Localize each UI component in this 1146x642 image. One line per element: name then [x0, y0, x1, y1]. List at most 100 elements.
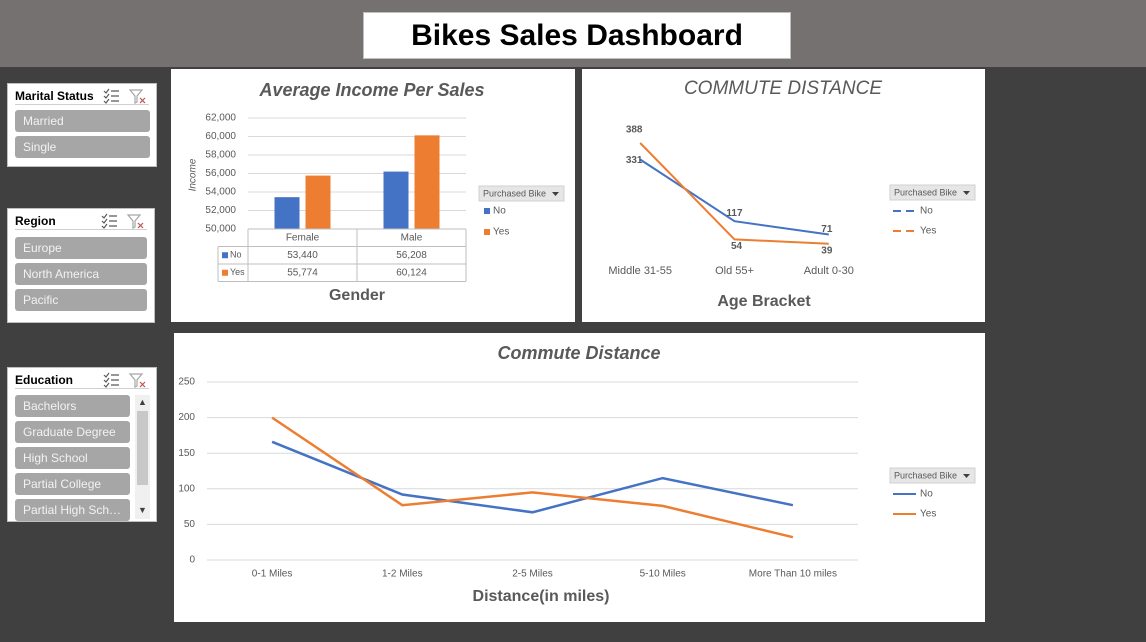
- x-tick-label: Female: [286, 232, 320, 243]
- data-label: 331: [626, 155, 643, 166]
- clear-filter-icon[interactable]: [126, 214, 144, 229]
- chart-panel: COMMUTE DISTANCE Age Bracket Middle 31-55 O…: [582, 69, 985, 322]
- slicer-item[interactable]: Partial High Sch…: [15, 499, 130, 521]
- slicer-item[interactable]: Europe: [15, 237, 147, 259]
- legend-title: Purchased Bike: [894, 187, 957, 197]
- y-tick-label: 56,000: [205, 168, 236, 179]
- x-tick-label: 2-5 Miles: [512, 569, 553, 580]
- x-tick-label: 0-1 Miles: [252, 569, 293, 580]
- slicer-buttons[interactable]: [100, 212, 150, 230]
- slicer: Education Bachelors Graduate Degree High Sc…: [7, 367, 157, 522]
- slicer-buttons[interactable]: [102, 371, 152, 389]
- x-tick-label: 5-10 Miles: [640, 569, 686, 580]
- x-axis-title: Gender: [329, 287, 385, 304]
- slicer-title: Region: [15, 214, 56, 228]
- slicer-item[interactable]: Graduate Degree: [15, 421, 130, 443]
- chart: Average Income Per Sales Gender Income 50,0…: [188, 80, 565, 304]
- data-label: 55,774: [287, 267, 318, 278]
- table-series-name: Yes: [230, 267, 245, 277]
- y-tick-label: 100: [178, 483, 195, 494]
- slicer-item[interactable]: Bachelors: [15, 395, 130, 417]
- slicer-item[interactable]: High School: [15, 447, 130, 469]
- slicer-buttons[interactable]: [102, 87, 152, 105]
- legend-swatch: [484, 229, 490, 235]
- line: [271, 440, 794, 514]
- data-label: 71: [821, 224, 833, 235]
- table-series-name: No: [230, 250, 242, 260]
- clear-filter-icon[interactable]: [128, 89, 146, 104]
- slicer-item[interactable]: Married: [15, 110, 150, 132]
- legend-title-box: [478, 185, 565, 202]
- chart-title: Commute Distance: [497, 343, 660, 363]
- legend-dropdown: [963, 474, 970, 478]
- y-tick-label: 60,000: [205, 131, 236, 142]
- chart: COMMUTE DISTANCE Age Bracket Middle 31-55 O…: [608, 78, 976, 310]
- bar: [274, 197, 300, 229]
- slicer: Region Europe North America Pacific: [7, 208, 155, 323]
- slicer-separator: [15, 104, 149, 105]
- y-tick-label: 200: [178, 412, 195, 423]
- slicer: Marital Status Married Single: [7, 83, 157, 167]
- data-label: 388: [626, 125, 643, 136]
- legend-label: No: [920, 206, 933, 217]
- multi-select-icon[interactable]: [101, 213, 117, 229]
- legend-label: No: [920, 489, 933, 500]
- y-tick-label: 50,000: [205, 224, 236, 235]
- y-tick-label: 58,000: [205, 150, 236, 161]
- slicer-item[interactable]: Single: [15, 136, 150, 158]
- slicer-item[interactable]: Pacific: [15, 289, 147, 311]
- table-legend-key: [222, 252, 228, 259]
- line: [271, 416, 794, 539]
- y-axis-title: Income: [188, 158, 199, 191]
- y-tick-label: 250: [178, 377, 195, 388]
- legend-label: Yes: [920, 226, 936, 237]
- clear-filter-icon[interactable]: [128, 373, 146, 388]
- x-tick-label: Male: [401, 232, 423, 243]
- table-legend-key: [222, 269, 228, 276]
- scrollbar[interactable]: ▲ ▼: [135, 395, 150, 519]
- data-label: 117: [726, 208, 743, 219]
- x-tick-label: Adult 0-30: [804, 265, 854, 277]
- chart-panel: Average Income Per Sales Gender Income 50,0…: [171, 69, 575, 322]
- chart-panel: Commute Distance Distance(in miles) 0 50 100…: [174, 333, 985, 622]
- multi-select-icon[interactable]: [103, 88, 119, 104]
- multi-select-icon[interactable]: [103, 372, 119, 388]
- chart-title: COMMUTE DISTANCE: [684, 78, 882, 99]
- line: [639, 158, 829, 236]
- slicer-title: Marital Status: [15, 89, 94, 103]
- y-tick-label: 150: [178, 448, 195, 459]
- legend-label: Yes: [493, 227, 509, 238]
- data-label: 53,440: [287, 250, 318, 261]
- legend-title: Purchased Bike: [483, 188, 546, 198]
- chart-title: Average Income Per Sales: [258, 80, 484, 100]
- data-label: 54: [731, 241, 743, 252]
- x-tick-label: Old 55+: [715, 265, 754, 277]
- data-label: 39: [821, 245, 833, 256]
- slicer-separator: [15, 388, 149, 389]
- chart: Commute Distance Distance(in miles) 0 50 100…: [178, 343, 976, 605]
- bar: [414, 135, 440, 229]
- legend-dropdown: [963, 191, 970, 195]
- legend-label: No: [493, 206, 506, 217]
- y-tick-label: 52,000: [205, 205, 236, 216]
- slicer-title: Education: [15, 373, 74, 387]
- data-label: 60,124: [396, 267, 427, 278]
- legend-label: Yes: [920, 509, 936, 520]
- legend-swatch: [484, 208, 490, 214]
- x-axis-title: Age Bracket: [717, 293, 811, 310]
- legend-title: Purchased Bike: [894, 470, 957, 480]
- legend-title-box: [889, 184, 976, 201]
- line: [639, 142, 829, 245]
- data-label: 56,208: [396, 250, 427, 261]
- scroll-up[interactable]: ▲: [138, 397, 147, 407]
- scroll-thumb[interactable]: [137, 411, 148, 485]
- slicer-item[interactable]: Partial College: [15, 473, 130, 495]
- x-tick-label: Middle 31-55: [608, 265, 672, 277]
- scroll-down[interactable]: ▼: [138, 505, 147, 515]
- x-tick-label: More Than 10 miles: [749, 569, 837, 580]
- dashboard-title: Bikes Sales Dashboard: [363, 12, 791, 59]
- bar: [305, 175, 331, 229]
- y-tick-label: 0: [189, 555, 195, 566]
- slicer-item[interactable]: North America: [15, 263, 147, 285]
